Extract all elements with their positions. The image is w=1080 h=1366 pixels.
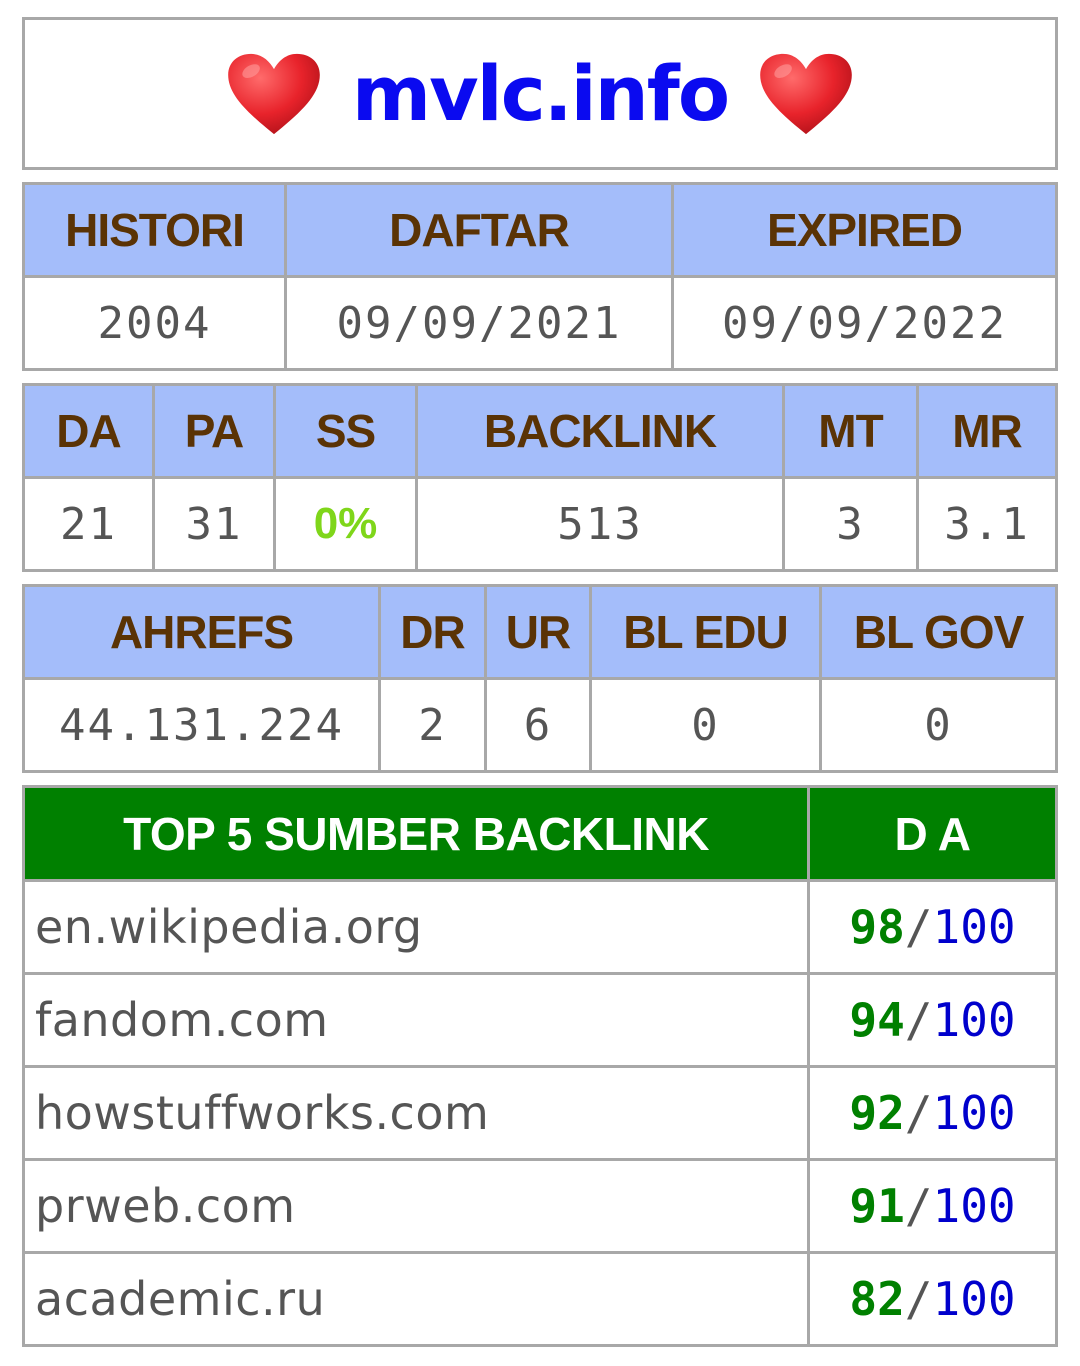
- header-mr: MR: [916, 383, 1058, 479]
- da-score: 92: [849, 1086, 905, 1140]
- value-expired: 09/09/2022: [671, 275, 1058, 371]
- da-score: 82: [849, 1272, 905, 1326]
- value-da: 21: [22, 476, 155, 572]
- table-row: en.wikipedia.org 98/100: [22, 879, 1058, 975]
- header-mt: MT: [782, 383, 919, 479]
- site-title: mvlc.info: [351, 49, 730, 138]
- value-ur: 6: [484, 677, 592, 773]
- da-max: 100: [932, 900, 1016, 954]
- backlink-domain: en.wikipedia.org: [22, 879, 810, 975]
- da-separator: /: [904, 1272, 933, 1326]
- value-histori: 2004: [22, 275, 287, 371]
- header-bl-gov: BL GOV: [819, 584, 1058, 680]
- table-row: academic.ru 82/100: [22, 1251, 1058, 1347]
- da-max: 100: [932, 1086, 1016, 1140]
- backlink-domain: prweb.com: [22, 1158, 810, 1254]
- ahrefs-table: AHREFS DR UR BL EDU BL GOV 44.131.224 2 …: [22, 584, 1058, 773]
- backlink-da: 94/100: [807, 972, 1058, 1068]
- table-row: howstuffworks.com 92/100: [22, 1065, 1058, 1161]
- backlink-da: 92/100: [807, 1065, 1058, 1161]
- value-bl-edu: 0: [589, 677, 822, 773]
- da-separator: /: [904, 993, 933, 1047]
- value-mt: 3: [782, 476, 919, 572]
- value-bl-gov: 0: [819, 677, 1058, 773]
- value-ahrefs: 44.131.224: [22, 677, 381, 773]
- site-title-box: mvlc.info: [22, 17, 1058, 170]
- backlink-domain: howstuffworks.com: [22, 1065, 810, 1161]
- backlink-da: 98/100: [807, 879, 1058, 975]
- top-backlinks-table: TOP 5 SUMBER BACKLINK D A en.wikipedia.o…: [22, 785, 1058, 1347]
- da-separator: /: [904, 900, 933, 954]
- header-ahrefs: AHREFS: [22, 584, 381, 680]
- header-da: DA: [22, 383, 155, 479]
- value-backlink: 513: [415, 476, 785, 572]
- history-table: HISTORI DAFTAR EXPIRED 2004 09/09/2021 0…: [22, 182, 1058, 371]
- header-top-sources: TOP 5 SUMBER BACKLINK: [22, 785, 810, 882]
- header-expired: EXPIRED: [671, 182, 1058, 278]
- header-ur: UR: [484, 584, 592, 680]
- header-histori: HISTORI: [22, 182, 287, 278]
- value-pa: 31: [152, 476, 276, 572]
- backlink-da: 91/100: [807, 1158, 1058, 1254]
- da-separator: /: [904, 1086, 933, 1140]
- backlink-domain: academic.ru: [22, 1251, 810, 1347]
- table-row: fandom.com 94/100: [22, 972, 1058, 1068]
- da-max: 100: [932, 1272, 1016, 1326]
- da-score: 94: [849, 993, 905, 1047]
- value-mr: 3.1: [916, 476, 1058, 572]
- header-backlink: BACKLINK: [415, 383, 785, 479]
- value-dr: 2: [378, 677, 487, 773]
- header-bl-edu: BL EDU: [589, 584, 822, 680]
- header-ss: SS: [273, 383, 418, 479]
- table-row: prweb.com 91/100: [22, 1158, 1058, 1254]
- metrics-table: DA PA SS BACKLINK MT MR 21 31 0% 513 3 3…: [22, 383, 1058, 572]
- da-separator: /: [904, 1179, 933, 1233]
- header-dr: DR: [378, 584, 487, 680]
- da-score: 91: [849, 1179, 905, 1233]
- da-max: 100: [932, 993, 1016, 1047]
- value-daftar: 09/09/2021: [284, 275, 674, 371]
- header-da-score: D A: [807, 785, 1058, 882]
- header-pa: PA: [152, 383, 276, 479]
- heart-icon: [228, 53, 320, 134]
- heart-icon: [760, 53, 852, 134]
- da-max: 100: [932, 1179, 1016, 1233]
- backlink-domain: fandom.com: [22, 972, 810, 1068]
- backlink-da: 82/100: [807, 1251, 1058, 1347]
- value-ss: 0%: [273, 476, 418, 572]
- da-score: 98: [849, 900, 905, 954]
- header-daftar: DAFTAR: [284, 182, 674, 278]
